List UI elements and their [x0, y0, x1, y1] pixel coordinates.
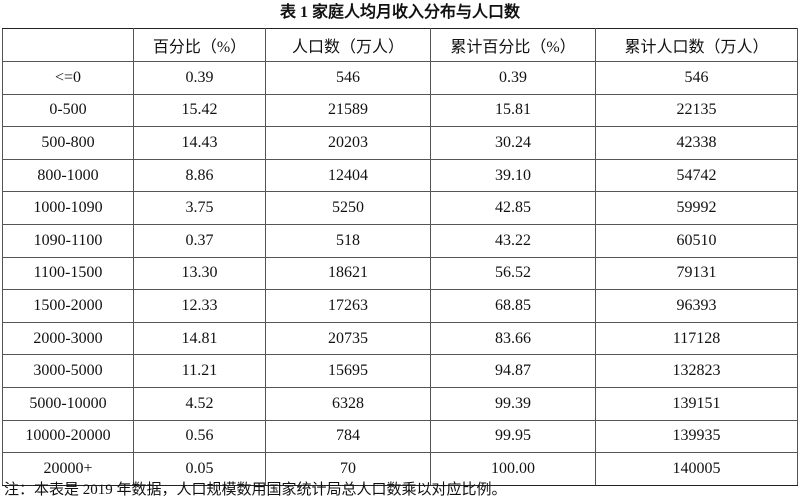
table-cell: 0.05 [133, 452, 266, 486]
row-label: 1090-1100 [2, 223, 134, 258]
table-row: 2000-3000 14.81 20735 83.66 117128 [2, 321, 798, 356]
table-cell: 21589 [265, 93, 431, 128]
table-cell: 12.33 [133, 289, 266, 323]
row-label: 10000-20000 [2, 419, 134, 454]
table-cell: 546 [265, 61, 431, 95]
table-cell: 42338 [595, 126, 798, 160]
table-cell: 15695 [265, 354, 431, 388]
table-cell: 13.30 [133, 256, 266, 291]
table-cell: 42.85 [430, 191, 596, 225]
table-row: 3000-5000 11.21 15695 94.87 132823 [2, 354, 798, 388]
header-cell [2, 28, 134, 62]
table-title: 表 1 家庭人均月收入分布与人口数 [279, 4, 520, 21]
table-row: 1090-1100 0.37 518 43.22 60510 [2, 223, 798, 258]
table-cell: 0.37 [133, 223, 266, 258]
row-label: 2000-3000 [2, 321, 134, 356]
row-label: 1100-1500 [2, 256, 134, 291]
row-label: 1000-1090 [2, 191, 134, 225]
table-cell: 96393 [595, 289, 798, 323]
table-cell: 99.95 [430, 419, 596, 454]
table-row: <=0 0.39 546 0.39 546 [2, 61, 798, 95]
table-cell: 30.24 [430, 126, 596, 160]
table-row: 20000+ 0.05 70 100.00 140005 [2, 452, 798, 486]
table-cell: 22135 [595, 93, 798, 128]
table-cell: 39.10 [430, 158, 596, 193]
table-row: 10000-20000 0.56 784 99.95 139935 [2, 419, 798, 454]
table-row: 5000-10000 4.52 6328 99.39 139151 [2, 386, 798, 421]
table-cell: 60510 [595, 223, 798, 258]
table-cell: 54742 [595, 158, 798, 193]
table-cell: 68.85 [430, 289, 596, 323]
table-row: 500-800 14.43 20203 30.24 42338 [2, 126, 798, 160]
table-cell: 0.39 [430, 61, 596, 95]
table-cell: 140005 [595, 452, 798, 486]
header-row: 百分比（%） 人口数（万人） 累计百分比（%） 累计人口数（万人） [2, 28, 798, 62]
table-cell: 12404 [265, 158, 431, 193]
table-cell: 59992 [595, 191, 798, 225]
table-cell: 94.87 [430, 354, 596, 388]
table-cell: 518 [265, 223, 431, 258]
table-row: 800-1000 8.86 12404 39.10 54742 [2, 158, 798, 193]
row-label: 1500-2000 [2, 289, 134, 323]
row-label: 20000+ [2, 452, 134, 486]
table-cell: 17263 [265, 289, 431, 323]
table-cell: 8.86 [133, 158, 266, 193]
table-note: 注：本表是 2019 年数据，人口规模数用国家统计局总人口数乘以对应比例。 [4, 482, 507, 498]
row-label: 500-800 [2, 126, 134, 160]
table-cell: 83.66 [430, 321, 596, 356]
row-label: 5000-10000 [2, 386, 134, 421]
table-cell: 0.39 [133, 61, 266, 95]
table-cell: 20203 [265, 126, 431, 160]
row-label: 3000-5000 [2, 354, 134, 388]
table-row: 1500-2000 12.33 17263 68.85 96393 [2, 289, 798, 323]
table-cell: 15.42 [133, 93, 266, 128]
table-cell: 4.52 [133, 386, 266, 421]
table-cell: 56.52 [430, 256, 596, 291]
table-cell: 6328 [265, 386, 431, 421]
table-cell: 132823 [595, 354, 798, 388]
table-cell: 100.00 [430, 452, 596, 486]
table-cell: 79131 [595, 256, 798, 291]
table-cell: 3.75 [133, 191, 266, 225]
data-table: 百分比（%） 人口数（万人） 累计百分比（%） 累计人口数（万人） <=0 0.39 546… [2, 28, 798, 486]
row-label: 800-1000 [2, 158, 134, 193]
table-cell: 11.21 [133, 354, 266, 388]
table-cell: 0.56 [133, 419, 266, 454]
table-row: 1000-1090 3.75 5250 42.85 59992 [2, 191, 798, 225]
table-row: 1100-1500 13.30 18621 56.52 79131 [2, 256, 798, 291]
table-cell: 14.43 [133, 126, 266, 160]
table-row: 0-500 15.42 21589 15.81 22135 [2, 93, 798, 128]
row-label: 0-500 [2, 93, 134, 128]
table-cell: 5250 [265, 191, 431, 225]
table-cell: 43.22 [430, 223, 596, 258]
table-cell: 99.39 [430, 386, 596, 421]
header-cell: 累计人口数（万人） [595, 28, 798, 62]
table-cell: 139935 [595, 419, 798, 454]
header-cell: 百分比（%） [133, 28, 266, 62]
table-cell: 18621 [265, 256, 431, 291]
table-cell: 546 [595, 61, 798, 95]
table-cell: 784 [265, 419, 431, 454]
header-cell: 人口数（万人） [265, 28, 431, 62]
row-label: <=0 [2, 61, 134, 95]
table-cell: 117128 [595, 321, 798, 356]
table-cell: 139151 [595, 386, 798, 421]
header-cell: 累计百分比（%） [430, 28, 596, 62]
table-cell: 15.81 [430, 93, 596, 128]
table-cell: 20735 [265, 321, 431, 356]
table-cell: 14.81 [133, 321, 266, 356]
